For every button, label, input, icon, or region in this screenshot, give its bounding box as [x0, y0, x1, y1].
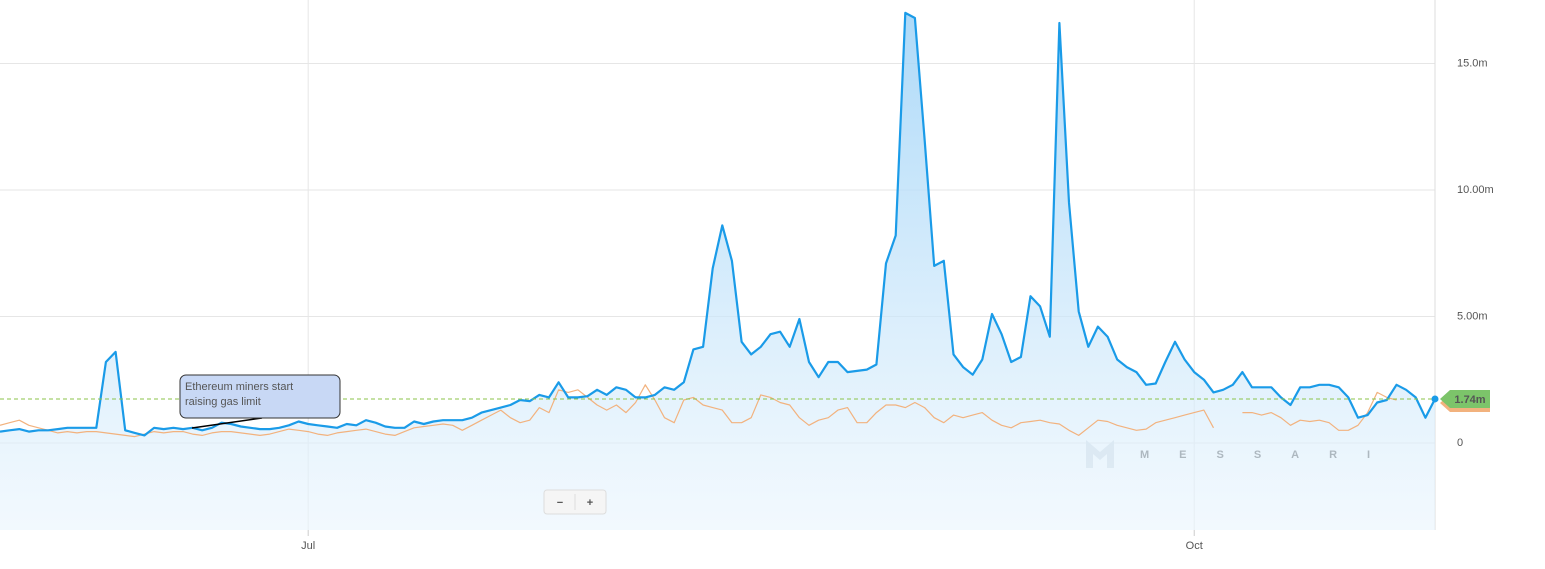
annotation-box [179, 374, 341, 419]
area [0, 12, 1435, 530]
line [0, 11, 1436, 437]
zoom-button[interactable]: + [576, 492, 604, 512]
y-tick-label: 10.00m [1457, 184, 1494, 196]
current-value-tag [1440, 389, 1490, 408]
zoom-button[interactable]: − [546, 492, 574, 512]
annotation-text: Ethereum miners start [185, 381, 293, 393]
last-point [1431, 395, 1439, 403]
y-tick-label: 0 [1457, 437, 1463, 449]
annotation-text: raising gas limit [185, 396, 261, 408]
line [0, 384, 1397, 438]
zoom-button-label[interactable]: + [587, 497, 593, 509]
y-tick-label: 5.00m [1457, 310, 1488, 322]
x-tick-label: Oct [1186, 540, 1203, 552]
x-tick-label: Jul [301, 540, 315, 552]
y-tick-label: 15.0m [1457, 57, 1488, 69]
zoom-button-label[interactable]: − [557, 497, 563, 509]
annotation-pointer [191, 417, 263, 429]
current-value-label: 1.74m [1454, 394, 1485, 406]
